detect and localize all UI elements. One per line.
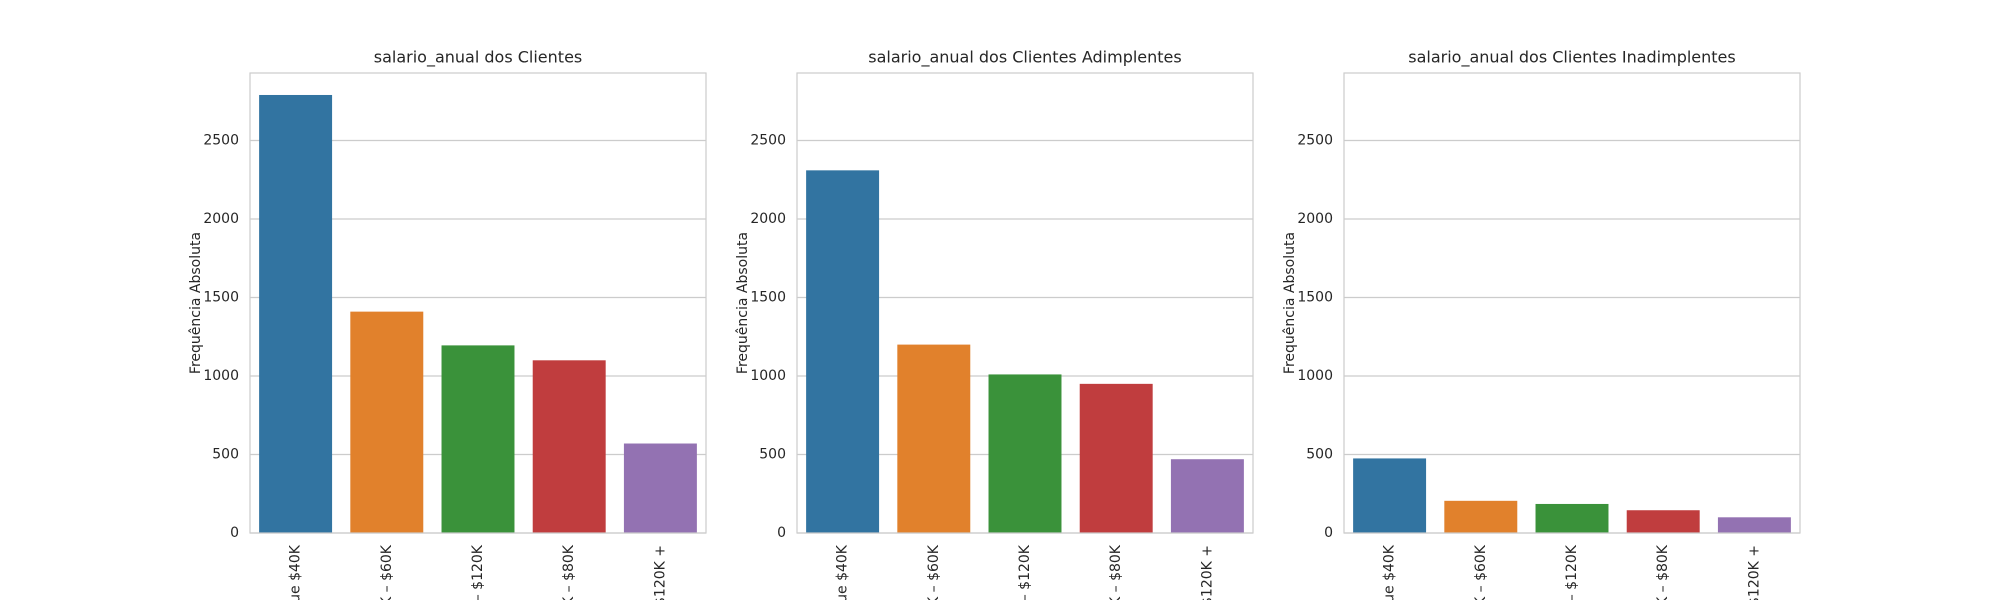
bar — [1535, 503, 1609, 533]
y-tick-label: 500 — [759, 447, 786, 463]
y-tick-label: 0 — [1324, 525, 1333, 541]
x-tick-label: menos que $40K — [288, 544, 304, 600]
y-tick-label: 1500 — [203, 290, 239, 306]
bar — [897, 344, 971, 533]
bar — [441, 345, 515, 533]
y-axis-label: Frequência Absoluta — [188, 232, 204, 374]
bar — [1717, 517, 1791, 533]
y-tick-label: 2000 — [750, 211, 786, 227]
x-tick-label: $40K – $60K — [379, 544, 395, 600]
x-tick-label: $120K + — [1199, 545, 1215, 600]
chart-title: salario_anual dos Clientes Adimplentes — [868, 48, 1181, 68]
y-tick-label: 1000 — [1297, 368, 1333, 384]
bar — [1079, 383, 1153, 533]
chart: 0 500 1000 1500 2000 2500 menos que $40K $40K –… — [1282, 48, 1801, 600]
x-tick-label: $60K – $80K — [1655, 544, 1671, 600]
x-tick-label: $40K – $60K — [1473, 544, 1489, 600]
y-tick-label: 500 — [1306, 447, 1333, 463]
bar — [532, 360, 606, 533]
chart-title: salario_anual dos Clientes — [374, 48, 583, 68]
x-tick-label: menos que $40K — [835, 544, 851, 600]
y-tick-label: 1500 — [750, 290, 786, 306]
axes-frame — [1343, 72, 1801, 534]
y-tick-label: 0 — [230, 525, 239, 541]
x-tick-label: $120K + — [652, 545, 668, 600]
y-tick-label: 1000 — [203, 368, 239, 384]
y-axis-label: Frequência Absoluta — [735, 232, 751, 374]
bar — [1626, 510, 1700, 533]
axes-frame — [796, 72, 1254, 534]
axes-frame — [249, 72, 707, 534]
y-tick-label: 2500 — [750, 133, 786, 149]
x-tick-label: $120K + — [1746, 545, 1762, 600]
bar — [259, 94, 333, 533]
y-tick-label: 2000 — [1297, 211, 1333, 227]
bar — [350, 311, 424, 533]
bar — [1444, 500, 1518, 533]
chart: 0 500 1000 1500 2000 2500 menos que $40K $40K –… — [735, 48, 1254, 600]
x-tick-label: $80K – $120K — [470, 544, 486, 600]
y-tick-label: 0 — [777, 525, 786, 541]
y-tick-label: 1000 — [750, 368, 786, 384]
x-tick-label: $60K – $80K — [1108, 544, 1124, 600]
x-tick-label: $40K – $60K — [926, 544, 942, 600]
bar — [1353, 458, 1427, 533]
x-tick-label: $80K – $120K — [1564, 544, 1580, 600]
bar — [1170, 459, 1244, 533]
chart: 0 500 1000 1500 2000 2500 menos que $40K $40K –… — [188, 48, 707, 600]
y-axis-label: Frequência Absoluta — [1282, 232, 1298, 374]
chart-title: salario_anual dos Clientes Inadimplentes — [1408, 48, 1735, 68]
y-tick-label: 2500 — [1297, 133, 1333, 149]
bar — [623, 443, 697, 533]
y-tick-label: 2500 — [203, 133, 239, 149]
x-tick-label: $60K – $80K — [561, 544, 577, 600]
y-tick-label: 500 — [212, 447, 239, 463]
bar — [988, 374, 1062, 533]
y-tick-label: 1500 — [1297, 290, 1333, 306]
x-tick-label: menos que $40K — [1382, 544, 1398, 600]
x-tick-label: $80K – $120K — [1017, 544, 1033, 600]
bar — [806, 170, 880, 533]
y-tick-label: 2000 — [203, 211, 239, 227]
